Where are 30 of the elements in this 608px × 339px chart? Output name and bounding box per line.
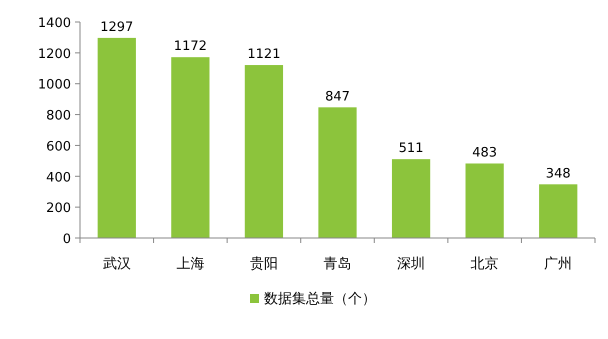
x-tick-label: 上海 [176,255,204,271]
x-tick-label: 深圳 [397,255,426,271]
y-tick-label: 1000 [38,78,71,93]
data-label: 348 [546,166,571,182]
bar [98,38,136,238]
y-tick-label: 600 [46,139,71,154]
data-label: 1297 [100,20,134,35]
bar [539,184,578,238]
x-tick-label: 北京 [470,255,499,271]
x-tick-label: 武汉 [102,255,131,271]
y-tick-label: 1200 [38,46,71,62]
x-tick-label: 贵阳 [250,255,278,271]
y-tick-label: 800 [46,108,71,124]
data-label: 483 [472,145,498,160]
y-tick-label: 1400 [38,16,71,31]
bar [392,159,430,238]
x-tick-label: 青岛 [324,255,352,271]
bar [171,57,210,238]
y-tick-label: 0 [62,232,71,247]
data-label: 511 [398,141,424,156]
bar [466,163,504,238]
data-label: 847 [325,89,350,104]
bar [244,65,284,238]
legend-label: 数据集总量（个） [264,290,376,306]
x-tick-label: 广州 [544,255,572,271]
data-label: 1172 [174,39,207,54]
data-label: 1121 [247,47,280,62]
bar [318,107,357,238]
y-tick-label: 400 [46,170,71,186]
y-tick-label: 200 [46,201,71,216]
